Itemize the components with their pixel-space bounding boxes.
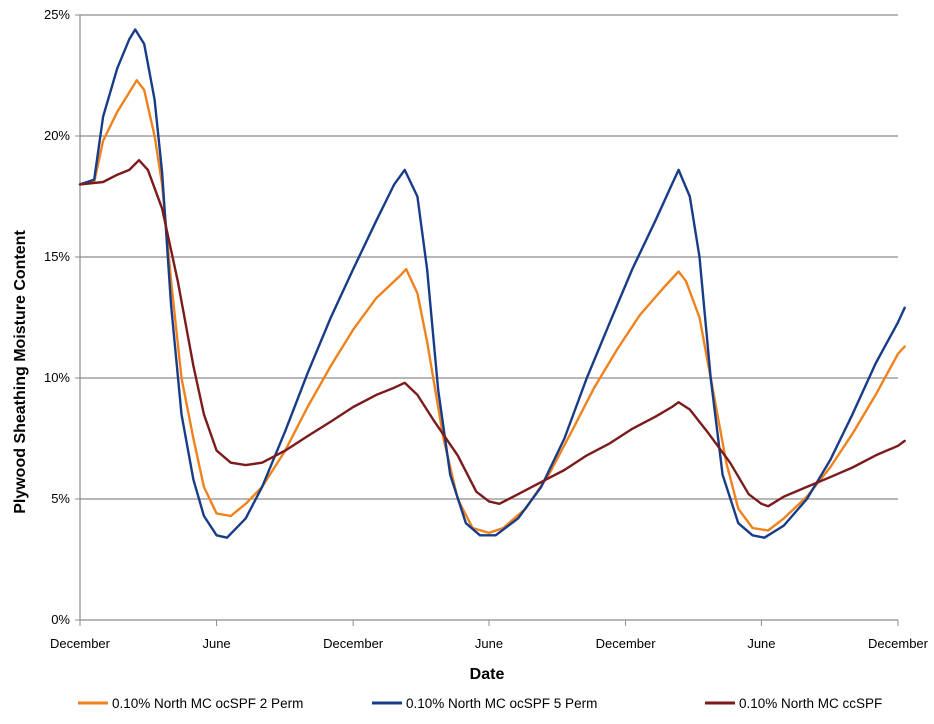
y-tick-label: 10%	[44, 370, 70, 385]
y-tick-label: 15%	[44, 249, 70, 264]
legend-label: 0.10% North MC ccSPF	[739, 696, 882, 711]
x-axis-title: Date	[470, 666, 505, 683]
legend-item-2: 0.10% North MC ocSPF 5 Perm	[372, 696, 597, 711]
gridlines	[80, 14, 898, 500]
x-tick-label: December	[323, 636, 384, 651]
y-tick-labels: 0% 5% 10% 15% 20% 25%	[44, 7, 70, 627]
x-tick-label: December	[50, 636, 111, 651]
legend-item-3: 0.10% North MC ccSPF	[705, 696, 882, 711]
y-axis-title: Plywood Sheathing Moisture Content	[12, 230, 29, 514]
x-tick-label: December	[596, 636, 657, 651]
x-tick-label: June	[202, 636, 230, 651]
legend-label: 0.10% North MC ocSPF 2 Perm	[112, 696, 303, 711]
y-tick-label: 0%	[51, 612, 70, 627]
legend-label: 0.10% North MC ocSPF 5 Perm	[406, 696, 597, 711]
x-tick-label: December	[868, 636, 929, 651]
series-line-1	[78, 79, 906, 535]
y-tick-label: 20%	[44, 128, 70, 143]
x-tick-labels: December June December June December June Dece…	[50, 636, 929, 651]
x-tick-label: June	[747, 636, 775, 651]
series-lines	[78, 28, 906, 539]
x-tick-label: June	[475, 636, 503, 651]
legend: 0.10% North MC ocSPF 2 Perm 0.10% North M…	[78, 696, 882, 711]
y-tick-label: 25%	[44, 7, 70, 22]
series-line-3	[78, 159, 906, 508]
legend-item-1: 0.10% North MC ocSPF 2 Perm	[78, 696, 303, 711]
axes	[75, 14, 899, 626]
y-tick-label: 5%	[51, 491, 70, 506]
series-line-2	[78, 28, 906, 539]
